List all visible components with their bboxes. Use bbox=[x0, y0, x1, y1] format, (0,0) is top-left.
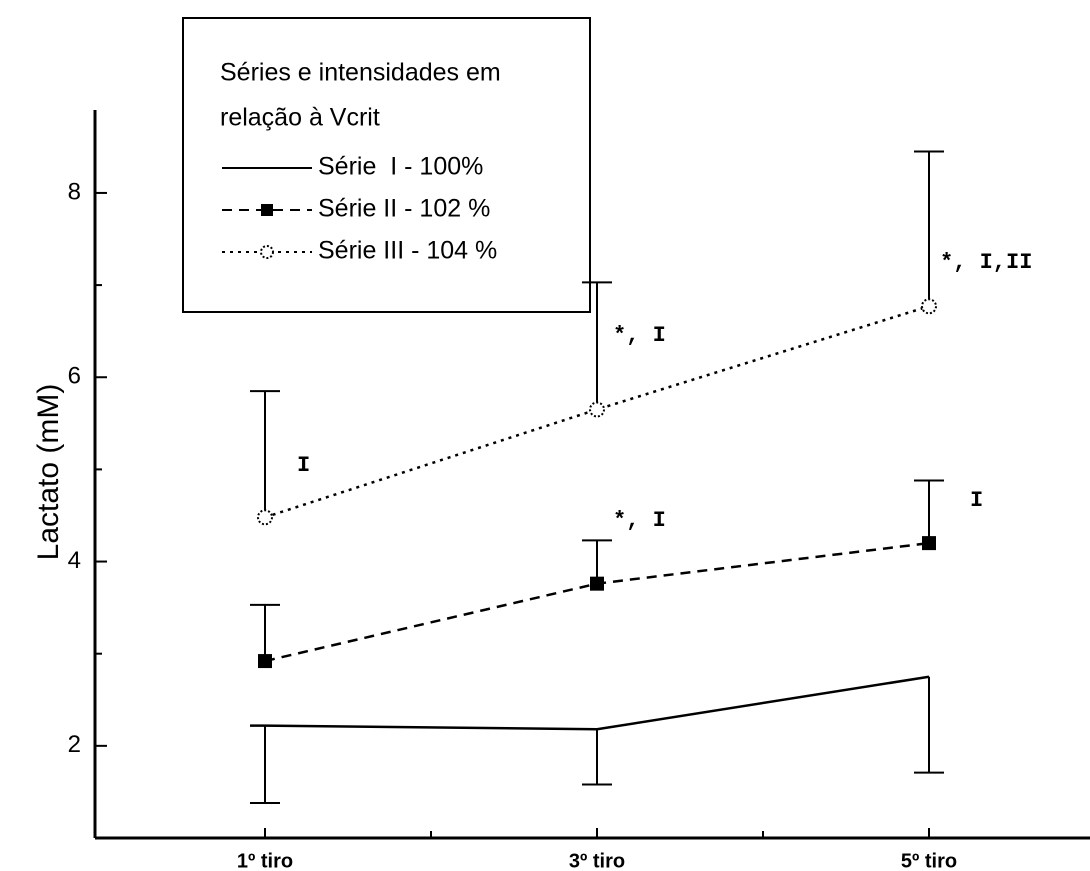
marker bbox=[258, 654, 272, 669]
legend-title: Séries e intensidades em bbox=[220, 59, 501, 87]
annotation: *, I bbox=[613, 508, 666, 533]
legend-marker bbox=[261, 204, 273, 216]
x-tick-label: 3º tiro bbox=[569, 850, 625, 871]
legend-label: Série II - 102 % bbox=[318, 195, 490, 223]
y-axis-label: Lactato (mM) bbox=[32, 384, 65, 561]
legend-title: relação à Vcrit bbox=[220, 104, 380, 132]
x-tick-label: 5º tiro bbox=[901, 850, 957, 871]
series-line bbox=[250, 675, 930, 731]
annotation: *, I bbox=[613, 323, 666, 348]
annotation: I bbox=[970, 488, 983, 513]
annotation: *, I,II bbox=[940, 250, 1032, 275]
annotation: I bbox=[297, 453, 310, 478]
marker bbox=[922, 536, 936, 551]
y-tick-label: 2 bbox=[68, 731, 81, 758]
legend-label: Série I - 100% bbox=[318, 153, 483, 181]
marker bbox=[590, 576, 604, 591]
y-tick-label: 4 bbox=[68, 547, 81, 574]
legend-label: Série III - 104 % bbox=[318, 237, 497, 265]
legend-marker bbox=[260, 245, 274, 259]
marker bbox=[257, 509, 273, 526]
marker bbox=[921, 298, 937, 315]
y-tick-label: 8 bbox=[68, 178, 81, 205]
y-tick-label: 6 bbox=[68, 363, 81, 390]
x-tick-label: 1º tiro bbox=[237, 850, 293, 871]
legend-box bbox=[182, 17, 591, 313]
marker bbox=[589, 401, 605, 418]
